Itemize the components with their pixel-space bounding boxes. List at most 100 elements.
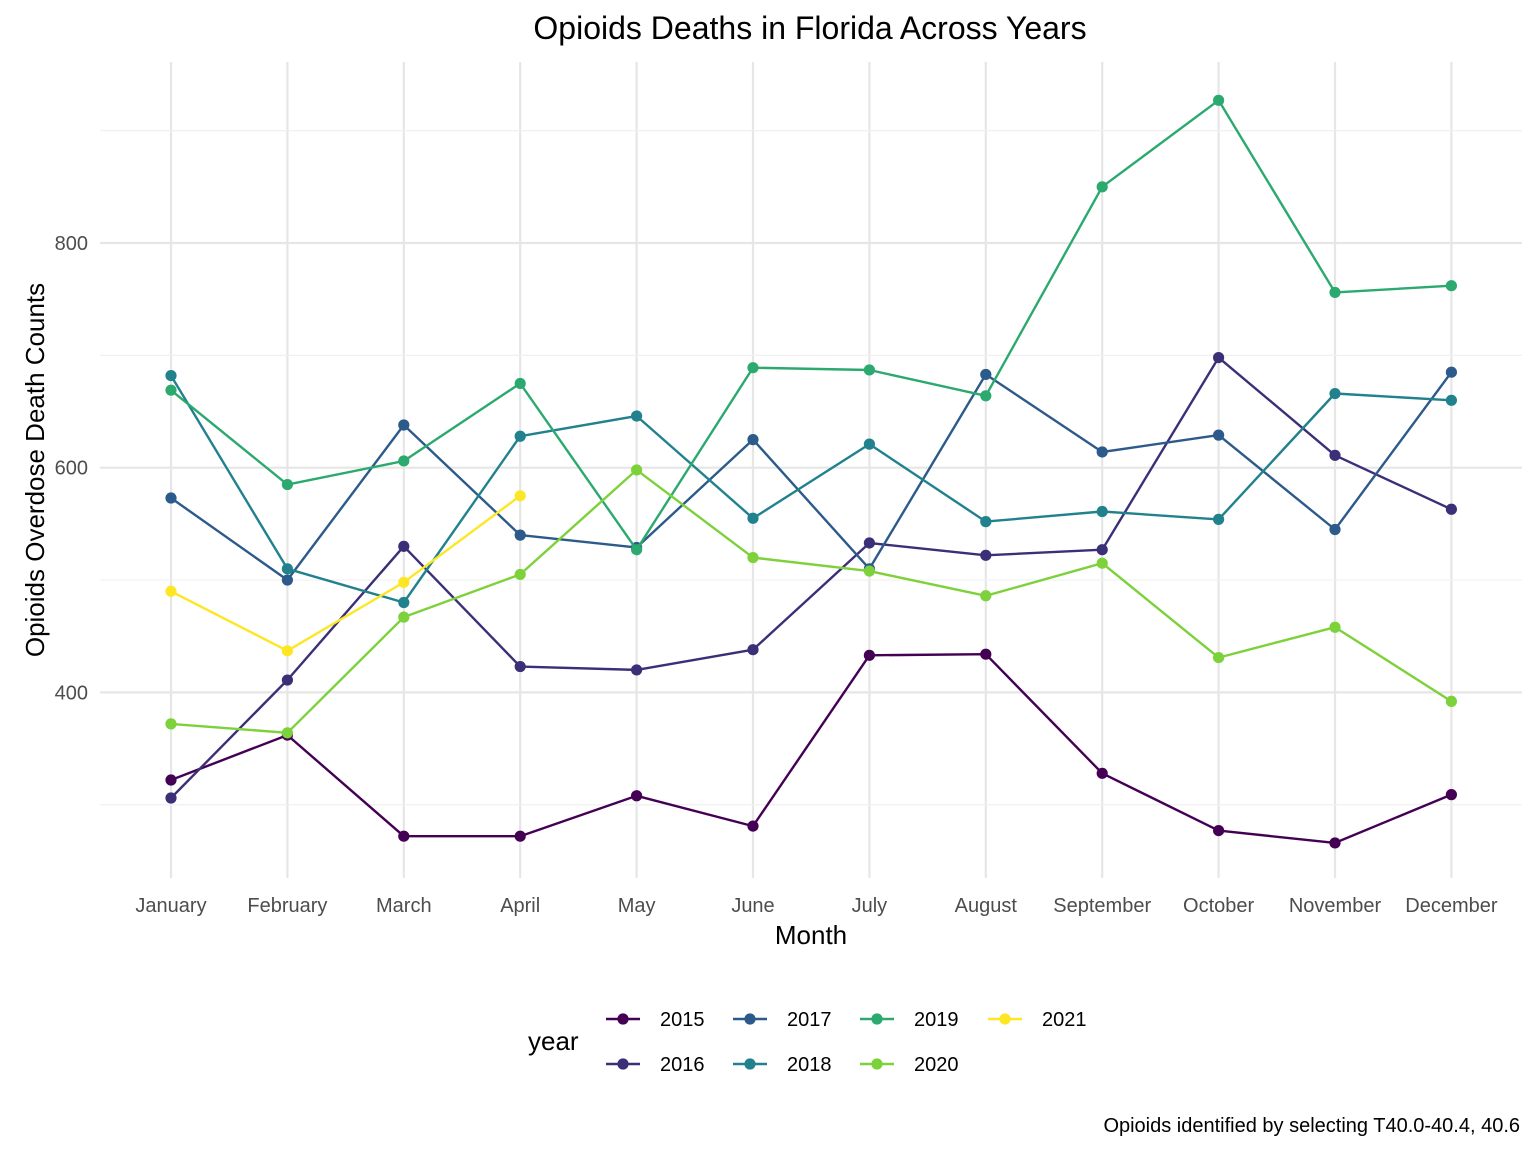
legend-label: 2019 [914, 1009, 959, 1031]
x-tick-label: December [1405, 895, 1498, 917]
data-point [747, 551, 759, 564]
data-point [1213, 429, 1225, 441]
legend-label: 2020 [914, 1054, 959, 1076]
data-point [980, 648, 992, 660]
x-tick-label: June [731, 895, 774, 917]
x-tick-label: November [1289, 895, 1382, 917]
data-point [1213, 824, 1225, 837]
data-point [1096, 446, 1108, 458]
legend-key-point [999, 1013, 1011, 1025]
data-point [863, 364, 876, 376]
series-2021 [165, 490, 526, 657]
data-point [980, 368, 992, 381]
data-point [165, 774, 177, 786]
series-line [169, 374, 1452, 604]
data-point [514, 529, 526, 541]
legend-item-2017: 2017 [733, 1009, 832, 1031]
legend-label: 2018 [787, 1054, 832, 1076]
x-tick-labels: January February March April May June July Augu… [135, 895, 1497, 917]
data-point [514, 830, 526, 842]
legend: year 2015 2016 2017 2018 2019 2020 2021 [528, 1009, 1087, 1076]
data-point [398, 455, 410, 467]
data-point [281, 563, 293, 575]
series-2017 [165, 366, 1457, 586]
y-tick-label: 800 [55, 233, 88, 255]
data-point [398, 576, 410, 588]
data-point [980, 549, 992, 561]
data-point [398, 540, 410, 552]
data-point [281, 645, 293, 657]
legend-title: year [528, 1026, 579, 1056]
data-point [1329, 523, 1341, 536]
y-tick-labels: 400 600 800 [55, 233, 88, 704]
data-point [747, 434, 759, 446]
data-point [1329, 286, 1341, 299]
data-point [281, 574, 293, 586]
x-tick-label: August [955, 895, 1018, 917]
data-point [747, 820, 759, 832]
data-point [1329, 449, 1341, 461]
legend-item-2016: 2016 [606, 1054, 705, 1076]
x-axis-title: Month [775, 920, 847, 950]
grid-lines [100, 62, 1522, 878]
data-point [1213, 94, 1225, 106]
series-lines [165, 94, 1457, 849]
y-tick-label: 600 [55, 458, 88, 480]
data-point [1213, 513, 1225, 525]
x-tick-label: October [1183, 895, 1254, 917]
data-point [631, 464, 643, 476]
series-line [170, 653, 1452, 845]
series-2015 [165, 648, 1457, 849]
series-line [170, 99, 1452, 551]
data-point [863, 537, 876, 549]
legend-item-2015: 2015 [606, 1009, 705, 1031]
data-point [514, 430, 526, 442]
data-point [631, 790, 643, 802]
data-point [165, 585, 177, 597]
series-2018 [165, 369, 1457, 609]
legend-key-point [617, 1058, 629, 1070]
y-axis-title: Opioids Overdose Death Counts [20, 283, 50, 657]
data-point [514, 568, 526, 581]
data-point [398, 830, 410, 842]
series-line [170, 356, 1452, 799]
data-point [281, 727, 293, 739]
data-point [863, 649, 876, 661]
x-tick-label: February [247, 895, 327, 917]
data-point [1213, 351, 1225, 364]
caption: Opioids identified by selecting T40.0-40… [1103, 1115, 1520, 1137]
series-line [170, 371, 1453, 582]
data-point [514, 490, 526, 502]
chart-title: Opioids Deaths in Florida Across Years [533, 10, 1086, 46]
data-point [1445, 695, 1457, 707]
data-point [1445, 789, 1457, 801]
series-line [170, 468, 1453, 734]
data-point [1445, 280, 1457, 292]
legend-item-2020: 2020 [860, 1054, 959, 1076]
series-2019 [165, 94, 1457, 556]
data-point [631, 544, 643, 556]
data-point [281, 478, 293, 491]
data-point [631, 664, 643, 676]
legend-label: 2021 [1042, 1009, 1087, 1031]
data-point [1096, 544, 1108, 556]
series-2016 [165, 351, 1457, 804]
legend-label: 2017 [787, 1009, 832, 1031]
x-tick-label: January [135, 895, 206, 917]
data-point [863, 438, 876, 450]
data-point [165, 492, 177, 504]
legend-item-2018: 2018 [733, 1054, 832, 1076]
data-point [398, 611, 410, 623]
data-point [1445, 366, 1457, 378]
data-point [1445, 394, 1457, 406]
data-point [165, 384, 177, 396]
x-tick-label: May [618, 895, 656, 917]
data-point [747, 512, 759, 524]
series-line [170, 494, 521, 652]
data-point [1329, 837, 1341, 849]
data-point [1329, 387, 1341, 400]
data-point [1329, 621, 1341, 633]
x-tick-label: March [376, 895, 432, 917]
data-point [747, 644, 759, 656]
